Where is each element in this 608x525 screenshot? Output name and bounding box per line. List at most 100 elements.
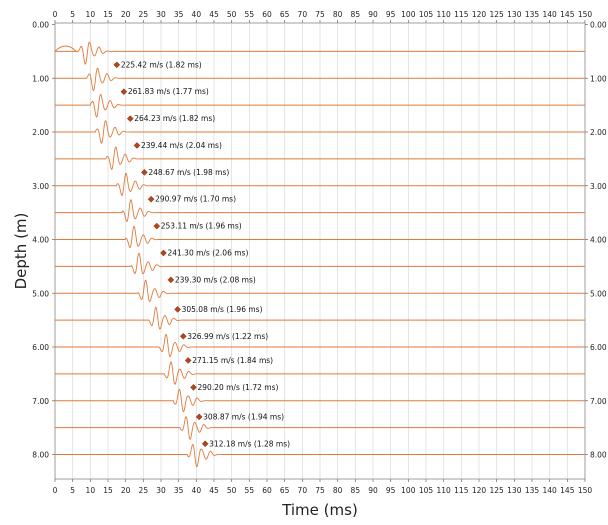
y-tick-label: 8.00 <box>590 451 607 460</box>
x-tick-label: 5 <box>70 10 75 19</box>
pick-marker <box>174 306 181 313</box>
x-tick-label: 75 <box>315 486 325 495</box>
x-tick-label: 60 <box>262 486 272 495</box>
x-tick-label: 65 <box>280 486 290 495</box>
trace-line <box>55 119 585 144</box>
trace-line <box>54 41 585 65</box>
pick-label: 305.08 m/s (1.96 ms) <box>182 305 263 314</box>
x-tick-label: 145 <box>560 486 575 495</box>
trace-line <box>55 443 585 468</box>
x-tick-label: 145 <box>560 10 575 19</box>
pick-marker <box>179 332 187 340</box>
pick-label: 271.15 m/s (1.84 ms) <box>192 356 273 365</box>
x-tick-label: 70 <box>298 486 308 495</box>
x-tick-label: 140 <box>543 486 558 495</box>
x-tick-label: 100 <box>401 10 416 19</box>
x-tick-label: 20 <box>121 10 131 19</box>
trace-line <box>54 146 585 171</box>
trace-line <box>55 388 585 413</box>
pick-marker <box>167 276 175 284</box>
x-tick-label: 135 <box>525 10 540 19</box>
y-tick-label: 7.00 <box>590 397 607 406</box>
x-tick-label: 105 <box>419 486 434 495</box>
pick-marker <box>190 383 197 391</box>
x-tick-label: 40 <box>192 486 202 495</box>
pick-label: 290.20 m/s (1.72 ms) <box>198 383 279 392</box>
x-tick-label: 50 <box>227 486 237 495</box>
trace-line <box>55 172 585 197</box>
pick-label: 326.99 m/s (1.22 ms) <box>187 332 268 341</box>
x-tick-label: 45 <box>209 10 219 19</box>
x-tick-label: 90 <box>368 486 378 495</box>
x-tick-label: 50 <box>227 10 237 19</box>
pick-marker <box>184 357 192 364</box>
y-ticks-right: 0.00 1.00 2.00 3.00 4.00 5.00 6.00 7.00 8.00 <box>585 21 607 460</box>
x-tick-label: 120 <box>472 10 487 19</box>
x-tick-label: 5 <box>70 486 75 495</box>
trace-line <box>54 252 585 275</box>
x-axis-label: Time (ms) <box>281 501 358 519</box>
pick-label: 239.30 m/s (2.08 ms) <box>175 275 256 284</box>
pick-label: 290.97 m/s (1.70 ms) <box>155 195 236 204</box>
x-tick-label: 40 <box>192 10 202 19</box>
x-tick-label: 70 <box>298 10 308 19</box>
x-tick-label: 95 <box>386 10 396 19</box>
x-ticks-top: 0 5 10 15 20 25 30 35 40 45 50 55 60 65 70 75 80 85 90 95 10… <box>53 10 592 23</box>
x-tick-label: 130 <box>507 10 522 19</box>
y-tick-label: 5.00 <box>590 289 607 298</box>
y-tick-label: 4.00 <box>32 236 49 245</box>
pick-marker <box>153 222 161 230</box>
y-axis-label: Depth (m) <box>12 213 30 290</box>
grid <box>72 23 568 479</box>
x-tick-label: 15 <box>103 486 113 495</box>
x-tick-label: 135 <box>525 486 540 495</box>
pick-label: 239.44 m/s (2.04 ms) <box>141 141 222 150</box>
pick-marker <box>126 115 134 122</box>
trace-line <box>54 93 585 118</box>
x-tick-label: 110 <box>437 10 452 19</box>
x-tick-label: 55 <box>245 10 255 19</box>
x-tick-label: 105 <box>419 10 434 19</box>
x-tick-label: 110 <box>437 486 452 495</box>
x-tick-label: 125 <box>490 486 505 495</box>
trace-line <box>54 306 585 330</box>
x-tick-label: 80 <box>333 10 343 19</box>
pick-marker <box>141 168 148 176</box>
pick-marker <box>133 142 141 149</box>
trace-line <box>54 416 585 440</box>
x-tick-label: 60 <box>262 10 272 19</box>
x-tick-label: 55 <box>245 486 255 495</box>
y-tick-label: 8.00 <box>32 451 49 460</box>
x-tick-label: 0 <box>53 10 58 19</box>
x-tick-label: 0 <box>53 486 58 495</box>
x-tick-label: 85 <box>351 486 361 495</box>
pick-label: 248.67 m/s (1.98 ms) <box>148 168 229 177</box>
pick-marker <box>120 88 128 96</box>
pick-marker <box>195 413 203 421</box>
pick-label: 241.30 m/s (2.06 ms) <box>167 248 248 257</box>
x-tick-label: 150 <box>578 486 593 495</box>
y-tick-label: 0.00 <box>590 21 607 30</box>
x-tick-label: 85 <box>351 10 361 19</box>
x-ticks-bottom: 0 5 10 15 20 25 30 35 40 45 50 55 60 65 70 75 80 85 90 95 10… <box>53 479 593 495</box>
pick-label: 225.42 m/s (1.82 ms) <box>121 60 202 69</box>
x-tick-label: 130 <box>507 486 522 495</box>
x-tick-label: 120 <box>472 486 487 495</box>
y-tick-label: 1.00 <box>590 74 607 83</box>
x-tick-label: 35 <box>174 10 184 19</box>
traces <box>54 41 585 468</box>
pick-marker <box>113 61 121 69</box>
x-tick-label: 75 <box>315 10 325 19</box>
y-tick-label: 5.00 <box>32 289 49 298</box>
trace-line <box>55 333 585 358</box>
x-tick-label: 80 <box>333 486 343 495</box>
y-tick-label: 2.00 <box>590 128 607 137</box>
pick-label: 312.18 m/s (1.28 ms) <box>209 439 290 448</box>
y-tick-label: 3.00 <box>590 182 607 191</box>
x-tick-label: 140 <box>543 10 558 19</box>
x-tick-label: 30 <box>156 10 166 19</box>
x-tick-label: 10 <box>86 10 96 19</box>
x-tick-label: 65 <box>280 10 290 19</box>
pick-marker <box>160 249 167 257</box>
